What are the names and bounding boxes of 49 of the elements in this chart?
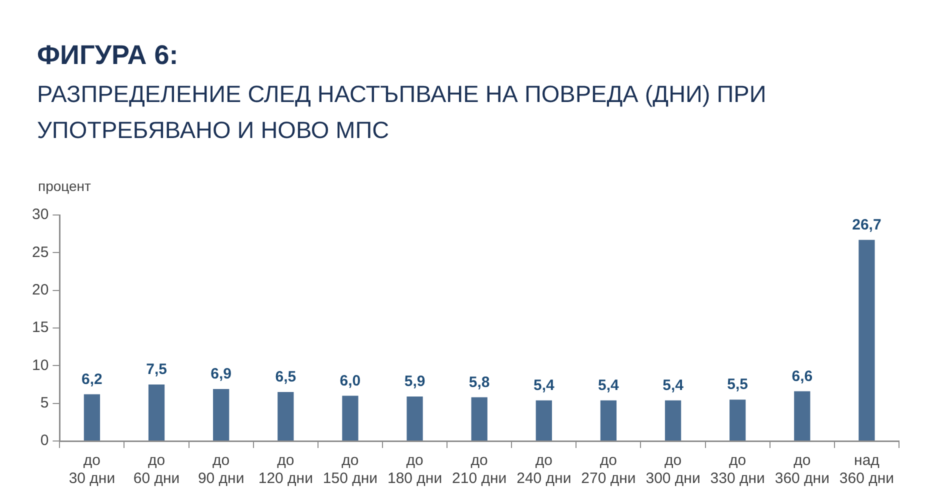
- y-tick-label: 0: [40, 432, 49, 450]
- bar: [600, 400, 617, 440]
- x-tick-label: до 300 дни: [646, 452, 700, 488]
- bar: [406, 396, 423, 440]
- y-tick-label: 20: [32, 281, 49, 298]
- x-tick-label: до 90 дни: [198, 452, 244, 488]
- data-label: 5,5: [727, 376, 748, 394]
- chart-title: ФИГУРА 6:: [37, 40, 178, 70]
- data-label: 6,6: [792, 368, 813, 385]
- bar: [536, 400, 552, 440]
- data-label: 5,8: [468, 374, 490, 391]
- data-label: 5,9: [404, 373, 426, 390]
- x-tick-label: до 120 дни: [258, 452, 313, 488]
- data-label: 5,4: [533, 376, 555, 394]
- bar: [858, 240, 875, 440]
- x-tick-label: до 30 дни: [68, 452, 116, 488]
- bar: [84, 394, 100, 440]
- y-axis-title: процент: [38, 178, 91, 194]
- bar: [213, 389, 230, 440]
- x-tick-label: до 330 дни: [710, 452, 765, 488]
- chart-subtitle: РАЗПРЕДЕЛЕНИЕ СЛЕД НАСТЪПВАНЕ НА ПОВРЕДА (ДНИ) ПРИ УПОТРЕБЯВАНО И НОВО МПС: [37, 80, 768, 145]
- data-label: 6,5: [275, 368, 296, 386]
- data-label: 5,4: [598, 376, 620, 394]
- bar: [278, 392, 294, 440]
- y-tick-label: 15: [32, 319, 49, 336]
- data-label: 5,4: [662, 376, 684, 394]
- x-tick-label: до 180 дни: [387, 452, 442, 488]
- bar: [664, 400, 682, 440]
- x-tick-label: до 360 дни: [774, 452, 830, 488]
- y-tick-label: 25: [32, 244, 49, 261]
- x-tick-label: до 270 дни: [581, 452, 636, 488]
- y-tick-label: 30: [32, 206, 49, 224]
- x-tick-label: до 210 дни: [452, 452, 507, 488]
- x-tick-label: до 150 дни: [322, 452, 378, 488]
- bar: [148, 384, 165, 440]
- x-tick-label: над 360 дни: [839, 452, 894, 488]
- data-label: 6,9: [210, 366, 232, 383]
- x-tick-label: до 60 дни: [133, 452, 180, 488]
- data-label: 26,7: [852, 216, 882, 234]
- bar: [471, 397, 488, 440]
- x-tick-label: до 240 дни: [516, 452, 572, 488]
- y-tick-label: 10: [32, 356, 49, 374]
- bar: [730, 400, 746, 440]
- data-label: 6,0: [340, 372, 361, 390]
- data-label: 6,2: [82, 370, 102, 388]
- data-label: 7,5: [146, 361, 167, 378]
- y-tick-label: 5: [40, 394, 49, 412]
- bar: [794, 391, 810, 440]
- bar: [342, 396, 358, 440]
